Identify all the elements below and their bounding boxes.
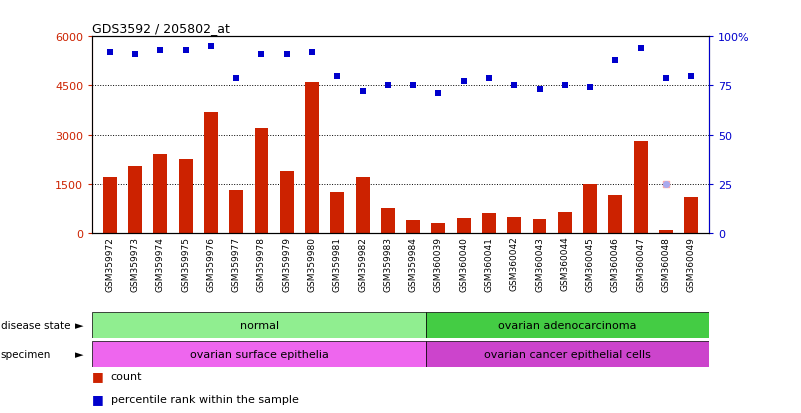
Bar — [179, 160, 192, 233]
Point — [280, 52, 293, 58]
Bar — [381, 209, 395, 233]
Bar — [92, 312, 426, 339]
Bar — [457, 218, 471, 233]
Bar — [280, 171, 294, 233]
Point — [659, 181, 672, 188]
Point — [103, 50, 116, 56]
Point — [659, 181, 672, 188]
Text: disease state: disease state — [1, 320, 70, 330]
Bar — [356, 178, 369, 233]
Bar — [533, 220, 546, 233]
Point — [381, 83, 394, 90]
Point — [230, 75, 243, 82]
Bar — [92, 341, 426, 368]
Point — [255, 52, 268, 58]
Bar — [255, 129, 268, 233]
Point — [508, 83, 521, 90]
Text: ovarian surface epithelia: ovarian surface epithelia — [190, 349, 328, 359]
Point — [685, 73, 698, 80]
Bar — [204, 112, 218, 233]
Point — [659, 75, 672, 82]
Text: ►: ► — [74, 349, 83, 359]
Bar — [330, 192, 344, 233]
Bar — [432, 223, 445, 233]
Bar — [557, 212, 572, 233]
Bar — [426, 341, 709, 368]
Point — [482, 75, 495, 82]
Bar — [583, 184, 597, 233]
Bar — [305, 83, 319, 233]
Point — [457, 79, 470, 85]
Text: specimen: specimen — [1, 349, 51, 359]
Bar — [507, 217, 521, 233]
Text: ■: ■ — [92, 369, 104, 382]
Bar — [609, 196, 622, 233]
Bar — [103, 178, 117, 233]
Bar — [406, 220, 420, 233]
Text: ■: ■ — [92, 392, 104, 405]
Text: percentile rank within the sample: percentile rank within the sample — [111, 394, 299, 404]
Bar — [684, 197, 698, 233]
Bar — [482, 214, 496, 233]
Bar — [128, 166, 142, 233]
Text: ovarian cancer epithelial cells: ovarian cancer epithelial cells — [484, 349, 651, 359]
Point — [432, 91, 445, 97]
Point — [584, 85, 597, 91]
Point — [306, 50, 319, 56]
Bar — [229, 191, 244, 233]
Point — [129, 52, 142, 58]
Point — [558, 83, 571, 90]
Bar — [426, 312, 709, 339]
Text: count: count — [111, 371, 142, 381]
Point — [609, 57, 622, 64]
Text: GDS3592 / 205802_at: GDS3592 / 205802_at — [92, 21, 230, 35]
Point — [179, 47, 192, 54]
Text: normal: normal — [239, 320, 279, 330]
Bar — [154, 155, 167, 233]
Text: ovarian adenocarcinoma: ovarian adenocarcinoma — [498, 320, 637, 330]
Point — [356, 89, 369, 95]
Point — [634, 45, 647, 52]
Text: ►: ► — [74, 320, 83, 330]
Point — [204, 44, 217, 50]
Point — [407, 83, 420, 90]
Bar — [634, 142, 647, 233]
Point — [154, 47, 167, 54]
Bar — [659, 231, 673, 233]
Point — [533, 87, 546, 93]
Point — [331, 73, 344, 80]
